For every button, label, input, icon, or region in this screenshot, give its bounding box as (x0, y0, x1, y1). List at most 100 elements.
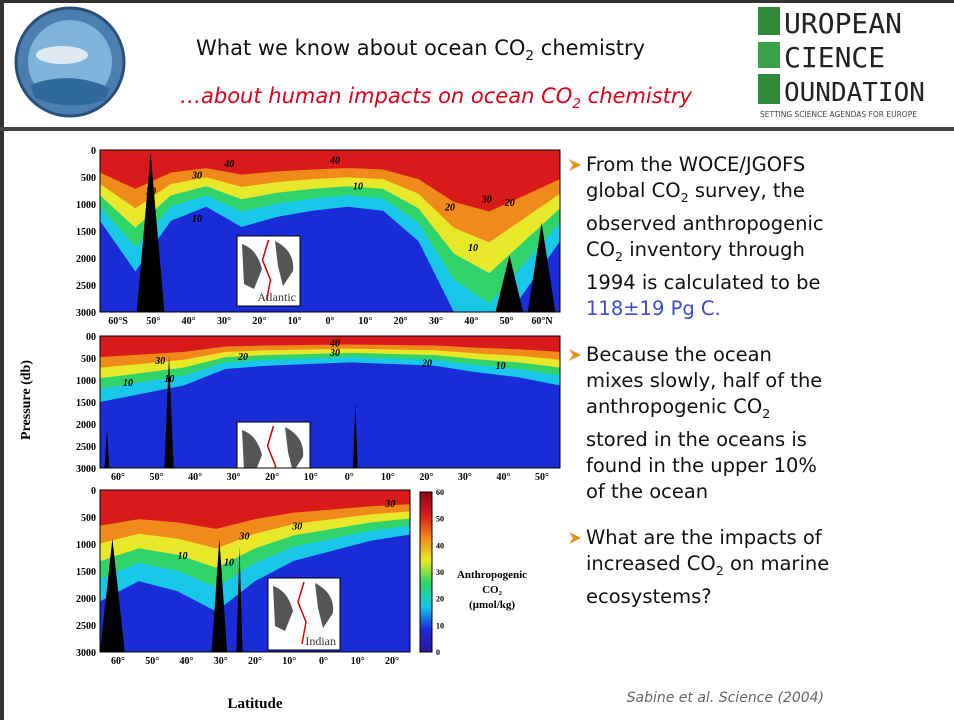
contour-label: 30 (239, 531, 250, 542)
y-tick-label: 1000 (76, 376, 96, 387)
contour-label: 30 (481, 195, 492, 206)
y-tick-label: 1500 (76, 227, 96, 238)
contour-label: 30 (145, 187, 156, 198)
contour-label: 20 (237, 352, 248, 363)
subscript: 2 (615, 249, 623, 264)
colorbar-tick-label: 0 (436, 648, 440, 657)
x-tick-label: 50° (146, 316, 160, 327)
y-axis-label: Pressure (db) (19, 360, 34, 440)
x-tick-label: 50° (150, 472, 164, 483)
x-tick-label: 30° (217, 316, 231, 327)
colorbar-tick-label: 60 (436, 488, 444, 497)
text-run: What we know about ocean CO (196, 36, 525, 60)
text-run: stored in the oceans is found in the upp… (586, 428, 817, 503)
contour-label: 10 (496, 361, 506, 372)
contour-label: 20 (504, 198, 515, 209)
citation: Sabine et al. Science (2004) (627, 690, 824, 706)
y-tick-label: 0 (91, 486, 96, 497)
bullet: From the WOCE/JGOFS global CO2 survey, t… (568, 152, 830, 322)
contour-label: 20 (421, 358, 432, 369)
colorbar (420, 492, 432, 652)
bullet: What are the impacts of increased CO2 on… (568, 525, 830, 610)
y-tick-label: 2000 (76, 420, 96, 431)
x-tick-label: 0° (345, 472, 354, 483)
slide: UROPEAN CIENCE OUNDATION SETTING SCIENCE… (0, 0, 954, 720)
x-tick-label: 10° (358, 316, 372, 327)
contour-label: 30 (384, 499, 395, 510)
section-plot: Atlantic 40 40 30 30 10 10 20 30 20 10 (100, 150, 560, 342)
x-tick-label: 20° (265, 472, 279, 483)
contour-label: 10 (192, 214, 202, 225)
inset-label: Atlantic (257, 290, 296, 304)
esf-logo: UROPEAN CIENCE OUNDATION SETTING SCIENCE… (758, 7, 925, 119)
left-border (0, 0, 4, 720)
logo-text: UROPEAN (784, 7, 902, 40)
contour-label: 10 (123, 378, 133, 389)
contour-label: 40 (223, 159, 234, 170)
x-tick-label: 40° (464, 316, 478, 327)
y-tick-label: 1000 (76, 540, 96, 551)
y-tick-label: 2000 (76, 594, 96, 605)
colorbar-label: CO₂ (482, 584, 503, 596)
x-tick-label: 50° (500, 316, 514, 327)
x-tick-label: 10° (381, 472, 395, 483)
x-tick-label: 40° (188, 472, 202, 483)
logo-text: OUNDATION (784, 78, 925, 108)
y-tick-label: 500 (81, 173, 96, 184)
colorbar-tick-label: 30 (436, 568, 444, 577)
y-tick-label: 1500 (76, 398, 96, 409)
x-tick-label: 20° (419, 472, 433, 483)
contour-label: 30 (154, 356, 165, 367)
contour-label: 10 (178, 551, 188, 562)
bullet-arrow (568, 531, 582, 545)
x-tick-label: 30° (227, 472, 241, 483)
y-tick-label: 2500 (76, 442, 96, 453)
contour-label: 30 (329, 348, 340, 359)
text-run: inventory through 1994 is calculated to … (586, 238, 821, 294)
subscript: 2 (572, 96, 581, 112)
colorbar-tick-label: 20 (436, 595, 444, 604)
x-tick-label: 50° (535, 472, 549, 483)
text-run: Because the ocean mixes slowly, half of … (586, 343, 822, 418)
y-tick-label: 2000 (76, 254, 96, 265)
y-tick-label: 3000 (76, 464, 96, 475)
contour-label: 20 (444, 203, 455, 214)
x-axis-label: Latitude (227, 696, 282, 712)
text-run: …about human impacts on ocean CO (180, 84, 572, 108)
text-run: 118±19 Pg C. (586, 297, 721, 320)
ocean-logo (16, 8, 124, 116)
subscript: 2 (762, 406, 770, 421)
x-tick-label: 40° (180, 656, 194, 667)
x-tick-label: 60°N (531, 316, 553, 327)
section-panel: Pacific403030201010201000500100015002000… (76, 332, 560, 492)
subscript: 2 (525, 48, 534, 64)
colorbar-tick-label: 10 (436, 621, 444, 630)
contour-label: 10 (468, 243, 478, 254)
colorbar-label: Anthropogenic (457, 569, 527, 581)
x-tick-label: 60° (111, 656, 125, 667)
x-tick-label: 60°S (108, 316, 128, 327)
y-tick-label: 1500 (76, 567, 96, 578)
subscript: 2 (681, 190, 689, 205)
x-tick-label: 50° (145, 656, 159, 667)
y-tick-label: 2500 (76, 621, 96, 632)
slide-title: What we know about ocean CO2 chemistry (196, 36, 645, 64)
bullet-arrow (568, 158, 582, 172)
contour-label: 40 (329, 156, 340, 167)
inset-label: Indian (305, 634, 336, 648)
x-tick-label: 20° (394, 316, 408, 327)
x-tick-label: 30° (458, 472, 472, 483)
colorbar-tick-label: 50 (436, 515, 444, 524)
contour-label: 10 (224, 557, 234, 568)
colorbar-label: (µmol/kg) (469, 599, 515, 611)
x-tick-label: 30° (214, 656, 228, 667)
bullet: Because the ocean mixes slowly, half of … (568, 342, 830, 505)
x-tick-label: 10° (288, 316, 302, 327)
y-tick-label: 1000 (76, 200, 96, 211)
x-tick-label: 20° (252, 316, 266, 327)
contour-label: 30 (291, 522, 302, 533)
text-run: chemistry (581, 84, 692, 108)
contour-label: 30 (191, 170, 202, 181)
contour-label: 10 (353, 182, 363, 193)
